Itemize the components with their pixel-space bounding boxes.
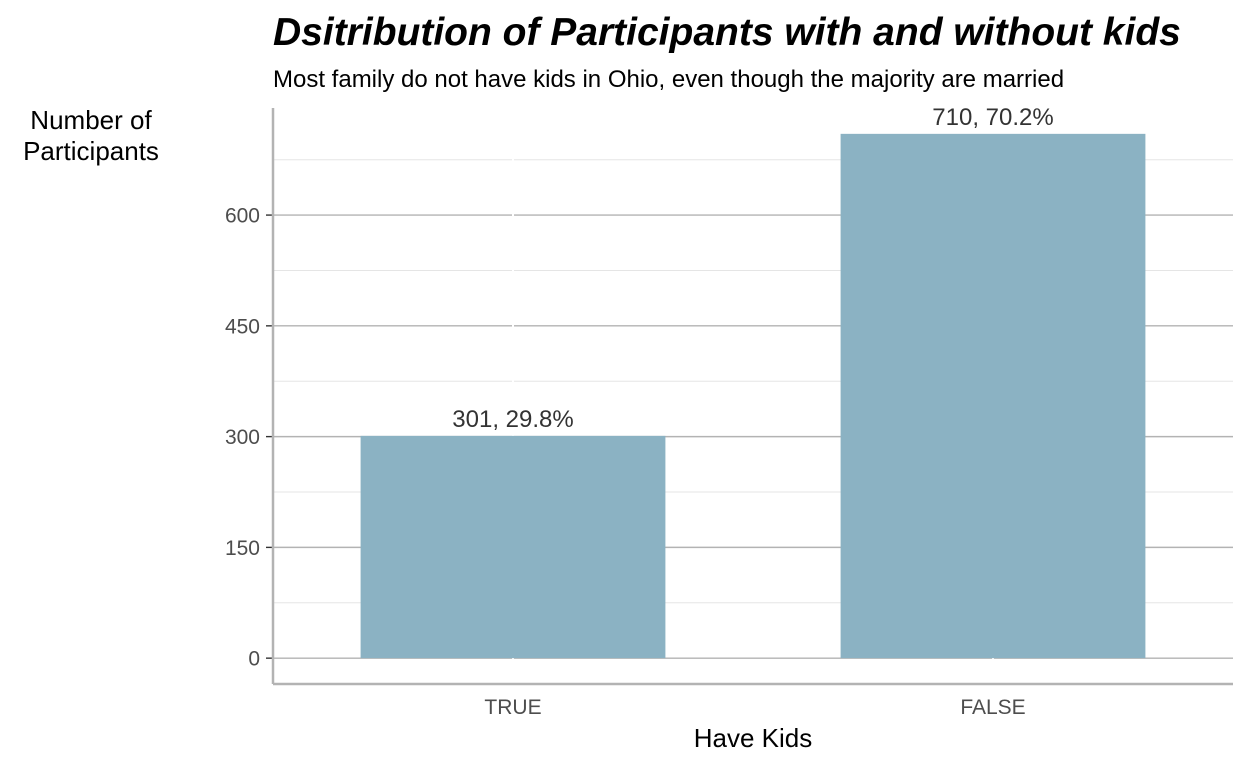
bars	[360, 133, 1146, 659]
chart-subtitle: Most family do not have kids in Ohio, ev…	[273, 66, 1064, 93]
y-tick-label: 0	[248, 648, 260, 671]
data-label-true: 301, 29.8%	[452, 406, 573, 433]
axes	[266, 108, 1233, 686]
x-axis-label: Have Kids	[694, 723, 813, 753]
y-axis-label-line-2: Participants	[23, 136, 159, 166]
bar-false	[840, 133, 1146, 659]
y-tick-label: 150	[225, 537, 260, 560]
x-tick-label-false: FALSE	[960, 696, 1025, 719]
bar-true	[360, 435, 666, 659]
chart-title: Dsitribution of Participants with and wi…	[273, 11, 1181, 54]
labels: 0 150 300 450 600 301, 29.8% TRUE 710, 70.2% FAL…	[225, 104, 1054, 719]
y-axis-label-line-1: Number of	[30, 105, 152, 135]
x-tick-label-true: TRUE	[484, 696, 541, 719]
data-label-false: 710, 70.2%	[932, 104, 1053, 131]
y-tick-label: 300	[225, 426, 260, 449]
y-tick-label: 600	[225, 205, 260, 228]
y-tick-label: 450	[225, 315, 260, 338]
